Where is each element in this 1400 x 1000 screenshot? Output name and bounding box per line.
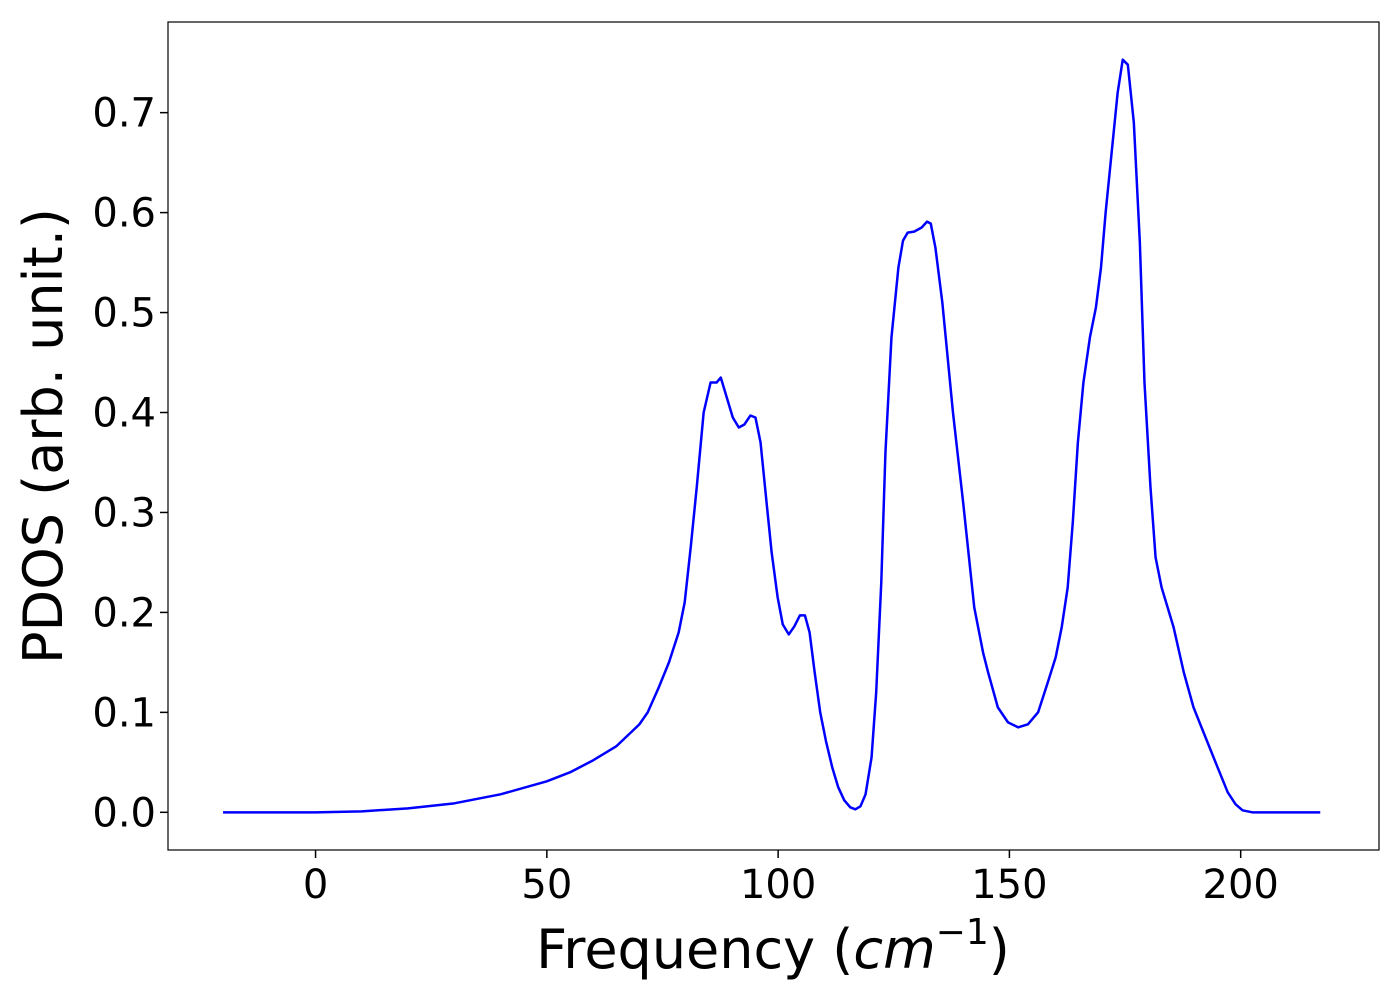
y-tick-label: 0.0	[92, 790, 156, 836]
y-tick-label: 0.7	[92, 91, 156, 137]
y-tick-label: 0.2	[92, 590, 156, 636]
y-axis-label: PDOS (arb. unit.)	[12, 208, 75, 664]
y-tick-label: 0.3	[92, 490, 156, 536]
y-tick-label: 0.4	[92, 391, 156, 437]
x-tick-label: 100	[740, 862, 816, 908]
x-tick-label: 0	[303, 862, 328, 908]
y-tick-label: 0.5	[92, 291, 156, 337]
x-label-text: Frequency (	[536, 918, 853, 981]
x-axis-label: Frequency (cm−1)	[536, 912, 1010, 981]
x-tick-label: 200	[1203, 862, 1279, 908]
y-tick-label: 0.1	[92, 690, 156, 736]
y-tick-label: 0.6	[92, 191, 156, 237]
x-label-math: cm	[853, 918, 935, 981]
line	[223, 58, 1321, 814]
x-label-close: )	[989, 918, 1010, 981]
plot-frame	[167, 21, 1380, 851]
x-label-superscript: −1	[936, 912, 989, 953]
x-tick-label: 50	[521, 862, 572, 908]
x-tick-label: 150	[971, 862, 1047, 908]
